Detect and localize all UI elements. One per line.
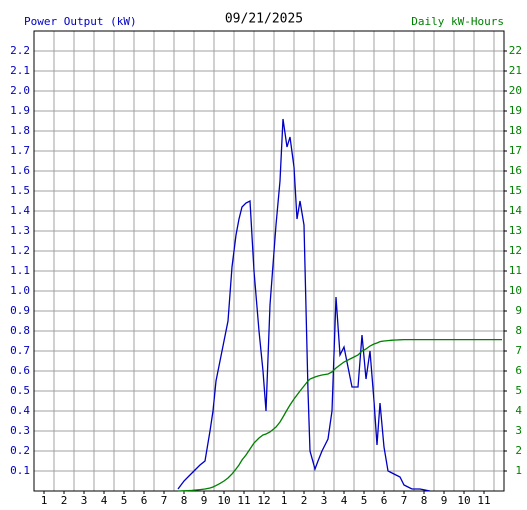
x-tick-label: 1 — [281, 494, 288, 507]
y-tick-label: 0.8 — [10, 324, 30, 337]
y2-tick-label: 2 — [515, 444, 522, 457]
y-tick-label: 1.9 — [10, 104, 30, 117]
x-tick-label: 2 — [61, 494, 68, 507]
y-tick-label: 0.4 — [10, 404, 30, 417]
x-tick-label: 9 — [441, 494, 448, 507]
y2-tick-label: 16 — [509, 164, 522, 177]
y-tick-label: 1.4 — [10, 204, 30, 217]
series-line — [177, 338, 502, 492]
y-tick-label: 1.0 — [10, 284, 30, 297]
y2-tick-label: 19 — [509, 104, 522, 117]
y-tick-label: 1.7 — [10, 144, 30, 157]
y2-tick-label: 21 — [509, 64, 522, 77]
series-line — [177, 118, 431, 492]
x-tick-label: 1 — [41, 494, 48, 507]
x-tick-label: 12 — [257, 494, 270, 507]
y2-tick-label: 15 — [509, 184, 522, 197]
y-tick-label: 1.5 — [10, 184, 30, 197]
y2-tick-label: 5 — [515, 384, 522, 397]
y-tick-label: 2.1 — [10, 64, 30, 77]
x-tick-label: 10 — [457, 494, 470, 507]
y-tick-label: 2.2 — [10, 44, 30, 57]
y2-tick-label: 8 — [515, 324, 522, 337]
x-tick-label: 4 — [341, 494, 348, 507]
y2-tick-label: 10 — [509, 284, 522, 297]
y2-tick-label: 14 — [509, 204, 523, 217]
x-tick-label: 6 — [381, 494, 388, 507]
y2-tick-label: 18 — [509, 124, 522, 137]
x-tick-label: 10 — [217, 494, 230, 507]
y2-axis-label: Daily kW-Hours — [411, 15, 504, 28]
y-tick-label: 1.1 — [10, 264, 30, 277]
x-tick-label: 2 — [301, 494, 308, 507]
x-tick-label: 3 — [321, 494, 328, 507]
y2-tick-label: 6 — [515, 364, 522, 377]
y2-tick-label: 20 — [509, 84, 522, 97]
y-tick-label: 1.8 — [10, 124, 30, 137]
y2-tick-label: 13 — [509, 224, 522, 237]
x-tick-label: 6 — [141, 494, 148, 507]
y-tick-label: 2.0 — [10, 84, 30, 97]
y-tick-label: 0.9 — [10, 304, 30, 317]
y-tick-label: 0.7 — [10, 344, 30, 357]
y-tick-label: 1.3 — [10, 224, 30, 237]
y-tick-label: 1.6 — [10, 164, 30, 177]
y2-tick-label: 22 — [509, 44, 522, 57]
chart-title: 09/21/2025 — [225, 12, 303, 27]
y2-tick-label: 17 — [509, 144, 522, 157]
y-axis-label: Power Output (kW) — [24, 15, 137, 28]
y-tick-label: 1.2 — [10, 244, 30, 257]
y2-tick-label: 1 — [515, 464, 522, 477]
y2-tick-label: 9 — [515, 304, 522, 317]
plot-border — [33, 30, 505, 492]
y-tick-label: 0.5 — [10, 384, 30, 397]
x-tick-label: 4 — [101, 494, 108, 507]
y-tick-label: 0.6 — [10, 364, 30, 377]
y2-tick-label: 4 — [515, 404, 522, 417]
y-tick-label: 0.1 — [10, 464, 30, 477]
x-tick-label: 9 — [201, 494, 208, 507]
y2-tick-label: 12 — [509, 244, 522, 257]
x-tick-label: 7 — [401, 494, 408, 507]
y2-tick-label: 7 — [515, 344, 522, 357]
x-tick-label: 11 — [477, 494, 490, 507]
y2-tick-label: 11 — [509, 264, 522, 277]
x-tick-label: 8 — [181, 494, 188, 507]
x-tick-label: 5 — [361, 494, 368, 507]
y-tick-label: 0.3 — [10, 424, 30, 437]
x-tick-label: 8 — [421, 494, 428, 507]
y2-tick-label: 3 — [515, 424, 522, 437]
x-tick-label: 3 — [81, 494, 88, 507]
x-tick-label: 11 — [237, 494, 250, 507]
y-tick-label: 0.2 — [10, 444, 30, 457]
x-tick-label: 5 — [121, 494, 128, 507]
x-tick-label: 7 — [161, 494, 168, 507]
